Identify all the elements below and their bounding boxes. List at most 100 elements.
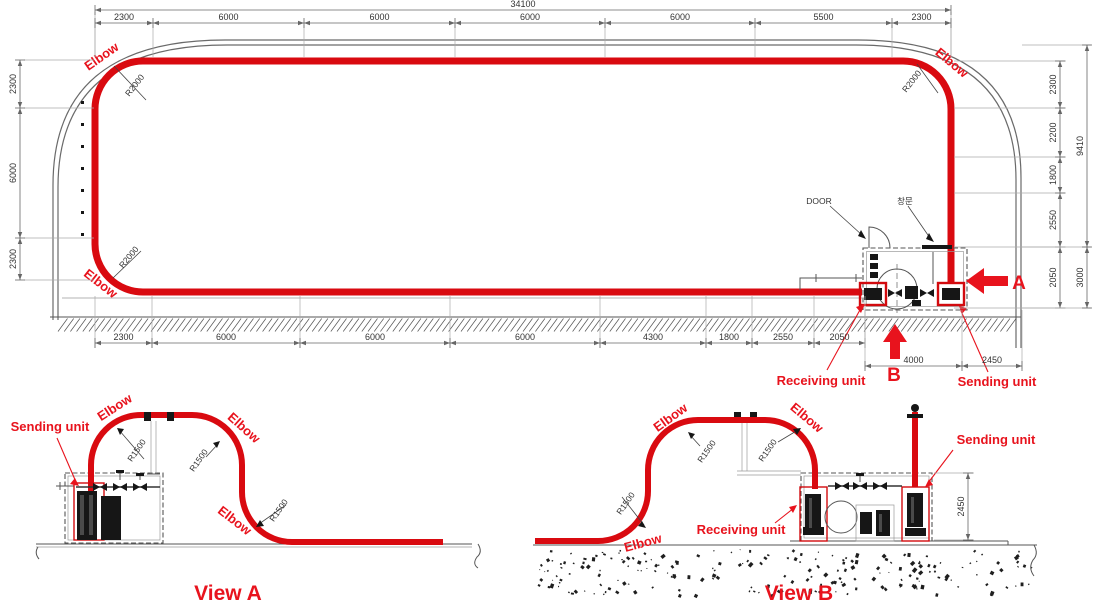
blower-circle-section [824, 500, 858, 534]
viewb-ground-break [1030, 544, 1037, 577]
sending-unit-box [936, 281, 966, 307]
viewb-radius-label-3: R1500 [756, 437, 779, 463]
window-leader-arrowhead [926, 233, 934, 242]
viewb-sending-leader [927, 449, 954, 484]
dim-label: 6000 [670, 12, 690, 22]
receiving-leader-arrowhead [856, 304, 865, 313]
pipe-clamp-icon [734, 412, 741, 421]
dim-label: 2300 [911, 12, 931, 22]
dim-label: 6000 [218, 12, 238, 22]
service-pipe-stub [799, 277, 862, 290]
viewa-cabinet [64, 472, 164, 544]
sending-unit-label: Sending unit [958, 374, 1037, 389]
dim-label: 2450 [982, 355, 1002, 365]
dim-label: 1800 [719, 332, 739, 342]
view-b-marker: B [887, 365, 901, 386]
window-bar [922, 245, 952, 249]
ground-hatch [57, 318, 1017, 332]
pump-cluster [888, 286, 934, 306]
viewa-radius-arrowhead-3 [256, 520, 264, 527]
dim-label: 1800 [1048, 165, 1058, 185]
viewb-receiving-arrowhead [789, 505, 797, 513]
dim-chain-plan-bottom: 2300 6000 6000 6000 4300 1800 2550 2050 [94, 296, 866, 348]
dim-label: 2300 [1048, 74, 1058, 94]
pipe-clamp-icon [144, 412, 151, 421]
plan-view: DOOR 창문 Elbow R2000 Elbow R2000 Elbow R2… [50, 39, 1037, 389]
viewb-pipe-support [734, 412, 801, 476]
viewb-radius-label-2: R1500 [695, 438, 718, 464]
viewb-pipeline [535, 417, 818, 544]
door-swing [868, 226, 891, 249]
radius-label-top-left: R2000 [123, 72, 146, 98]
viewb-radius-arrowhead-1 [638, 521, 646, 528]
viewa-radius-leader-1 [118, 429, 145, 460]
dim-label: 9410 [1075, 136, 1085, 156]
dim-label: 2300 [8, 249, 18, 269]
dim-label: 6000 [365, 332, 385, 342]
viewb-radius-arrowhead-2 [688, 432, 695, 439]
viewb-sending-unit-box [901, 486, 930, 542]
viewb-receiving-unit-box [799, 486, 828, 542]
dim-label: 2200 [1048, 122, 1058, 142]
dim-label: 4300 [643, 332, 663, 342]
riser-flange [907, 414, 923, 418]
riser-cap [911, 404, 919, 412]
dim-label: 5500 [813, 12, 833, 22]
receiving-leader [826, 307, 862, 371]
viewb-radius-leader-1 [621, 496, 645, 526]
viewa-pipeline [88, 412, 443, 545]
dim-label: 4000 [903, 355, 923, 365]
view-a-title: View A [194, 582, 262, 605]
dim-label: 6000 [216, 332, 236, 342]
receiving-unit-box [858, 281, 888, 307]
dim-label: 2550 [1048, 210, 1058, 230]
window-leader [907, 205, 931, 239]
dim-label: 2300 [113, 332, 133, 342]
pipeline-loop [91, 57, 955, 296]
dim-chain-plan-top: 2300 6000 6000 6000 6000 5500 2300 [94, 12, 952, 57]
dim-label: 2300 [8, 74, 18, 94]
dim-chain-plan-bottom-row2: 4000 2450 [864, 310, 1023, 371]
viewa-sending-unit-label: Sending unit [11, 419, 90, 434]
viewa-sending-leader [56, 437, 77, 483]
receiving-unit-label: Receiving unit [777, 373, 867, 388]
room-outline [862, 247, 968, 311]
dim-label: 6000 [520, 12, 540, 22]
room-inner-wall [866, 251, 964, 307]
radius-label-top-right: R2000 [900, 68, 923, 94]
viewb-sending-unit-label: Sending unit [957, 432, 1036, 447]
dim-label: 2300 [114, 12, 134, 22]
viewa-radius-arrowhead-2 [213, 441, 220, 448]
dim-chain-plan-left: 2300 6000 2300 [8, 59, 94, 281]
viewa-radius-label-3: R1500 [267, 497, 290, 523]
sending-unit-glyph [942, 288, 960, 300]
tunnel-outline-outer [52, 39, 1022, 348]
dim-label: 2550 [773, 332, 793, 342]
view-a: Sending unit Elbow R1500 Elbow R1500 Elb… [11, 390, 481, 605]
viewa-floor-break-right [474, 543, 481, 569]
viewb-receiving-unit-label: Receiving unit [697, 522, 787, 537]
view-b-arrow [883, 324, 907, 359]
radius-leader-top-left [113, 65, 147, 101]
view-a-marker: A [1012, 273, 1026, 294]
valve-stack [870, 254, 878, 278]
pipe-clamp-icon [167, 412, 174, 421]
dim-label: 6000 [515, 332, 535, 342]
pipe-clamp-icon [750, 412, 757, 421]
tunnel-outline-inner [57, 44, 1017, 348]
dim-label: 6000 [8, 163, 18, 183]
radius-leader-top-right [916, 63, 939, 94]
sending-leader [960, 310, 989, 373]
viewb-radius-leader-3 [777, 429, 799, 443]
dim-chain-plan-right-inner: 2300 2200 1800 2550 2050 [954, 60, 1066, 309]
dimension-chains: 34100 2300 6000 6000 6000 6000 5500 2300 2300 600… [8, 0, 1092, 541]
viewb-radius-label-1: R1500 [614, 490, 637, 516]
dim-label: 3000 [1075, 267, 1085, 287]
dim-chain-plan-top-overall: 34100 [94, 0, 952, 57]
dim-label: 2050 [829, 332, 849, 342]
viewa-radius-label-2: R1500 [187, 447, 210, 473]
dim-label: 2050 [1048, 267, 1058, 287]
dim-label: 2450 [956, 496, 966, 516]
